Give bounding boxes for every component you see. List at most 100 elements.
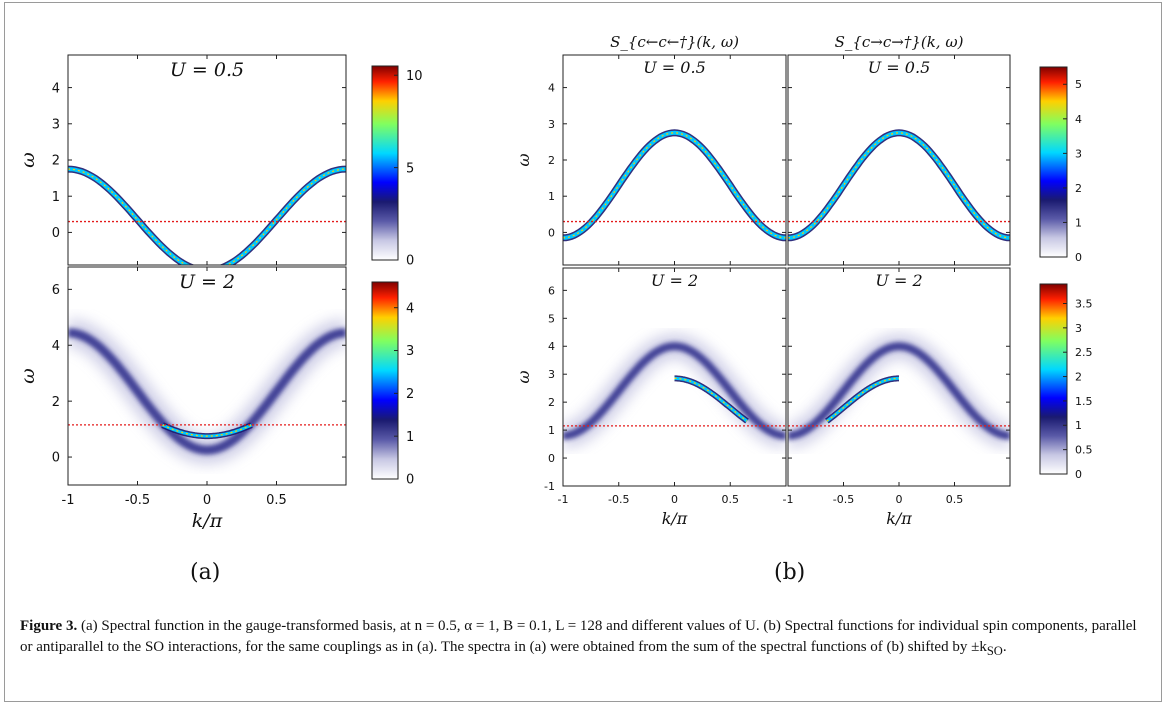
y-tick-label: 0: [52, 226, 60, 241]
colorbar-tick-label: 0: [406, 473, 414, 488]
figure-caption: Figure 3. (a) Spectral function in the g…: [20, 616, 1140, 662]
colorbar-tick-label: 4: [1075, 113, 1082, 126]
plot-background: [68, 55, 346, 265]
spectral-band-peak: [563, 132, 786, 239]
colorbar-tick-label: 3: [406, 344, 414, 359]
y-tick-label: 5: [548, 312, 555, 325]
y-tick-label: 2: [548, 154, 555, 167]
plot-area: [563, 268, 786, 486]
colorbar: 0 1 2 3 4 5: [1039, 66, 1082, 264]
panel-b-bottom-left: -1 0 1 2 3 4 5 6 -1 -0.5 0 0.5 U = 2 ω k/π: [514, 267, 787, 528]
panel-title: U = 0.5: [868, 58, 931, 77]
plot-area: [788, 55, 1010, 265]
colorbar-tick-label: 0: [406, 254, 414, 269]
colorbar-tick-label: 0: [1075, 468, 1082, 481]
colorbar-tick-label: 5: [406, 161, 414, 176]
colorbar-tick-label: 5: [1075, 78, 1082, 91]
x-tick-label: 0.5: [722, 493, 740, 506]
plot-area: [68, 55, 346, 265]
panel-b-top-right: U = 0.5 S_{c→c→†}(k, ω) 0 1 2 3 4 5: [787, 33, 1082, 266]
y-tick-label: 4: [548, 340, 555, 353]
y-tick-label: 1: [548, 190, 555, 203]
colorbar-tick-label: 4: [406, 301, 414, 316]
plot-background: [563, 55, 786, 265]
figure-frame: [4, 2, 1162, 702]
y-tick-label: 6: [548, 284, 555, 297]
caption-text: (a) Spectral function in the gauge-trans…: [20, 618, 1137, 655]
x-tick-label: 0: [896, 493, 903, 506]
plot-area: [68, 267, 346, 485]
x-axis-label: k/π: [662, 509, 688, 528]
y-tick-label: 2: [52, 154, 60, 169]
colorbar: 0 5 10: [371, 65, 423, 269]
x-tick-label: -1: [783, 493, 794, 506]
y-tick-label: 4: [52, 339, 60, 354]
colorbar-tick-label: 3: [1075, 322, 1082, 335]
panel-a-bottom: 0 2 4 6 -1 -0.5 0 0.5 U = 2 ω k/π 0 1 2 3 4: [17, 266, 414, 532]
x-tick-label: -0.5: [125, 493, 150, 508]
spectral-band-peak: [162, 424, 252, 437]
x-tick-label: -1: [558, 493, 569, 506]
colorbar-tick-label: 3: [1075, 147, 1082, 160]
colorbar-tick-label: 0.5: [1075, 444, 1093, 457]
colorbar-gradient: [1039, 66, 1068, 258]
spectral-band-peak: [788, 132, 1010, 239]
y-tick-label: 3: [548, 118, 555, 131]
y-tick-label: 6: [52, 283, 60, 298]
spectral-band-core: [68, 167, 346, 265]
y-tick-label: 3: [52, 117, 60, 132]
spectral-band-peak: [674, 377, 748, 422]
colorbar-tick-label: 1: [406, 430, 414, 445]
colorbar: 0 0.5 1 1.5 2 2.5 3 3.5: [1039, 283, 1093, 481]
x-tick-label: -0.5: [608, 493, 629, 506]
panel-title: U = 2: [179, 271, 235, 293]
y-tick-label: 3: [548, 368, 555, 381]
x-tick-label: -1: [62, 493, 75, 508]
y-tick-label: 4: [548, 82, 555, 95]
colorbar-tick-label: 1: [1075, 419, 1082, 432]
plot-area: [788, 268, 1010, 486]
y-axis-label: ω: [514, 153, 533, 166]
colorbar-tick-label: 2: [406, 387, 414, 402]
panel-title: U = 2: [875, 271, 922, 290]
colorbar-tick-label: 2: [1075, 182, 1082, 195]
colorbar-tick-label: 3.5: [1075, 297, 1093, 310]
colorbar-tick-label: 1: [1075, 216, 1082, 229]
column-title: S_{c←c←†}(k, ω): [610, 33, 739, 51]
spectral-band-peak: [826, 377, 899, 422]
colorbar-tick-label: 0: [1075, 251, 1082, 264]
colorbar: 0 1 2 3 4: [371, 281, 414, 488]
spectral-band: [788, 342, 1010, 440]
x-tick-label: -0.5: [833, 493, 854, 506]
panel-a-label: (a): [190, 560, 221, 585]
x-axis-label: k/π: [886, 509, 912, 528]
x-tick-label: 0: [203, 493, 211, 508]
panel-title: U = 2: [651, 271, 698, 290]
plot-background: [788, 55, 1010, 265]
plot-area: [563, 55, 786, 265]
panel-title: U = 0.5: [643, 58, 706, 77]
caption-sub: SO: [986, 644, 1003, 658]
y-axis-label: ω: [514, 370, 533, 383]
panel-b-bottom-right: -1 -0.5 0 0.5 U = 2 k/π 0 0.5 1 1.5 2 2.5 3 3.5: [783, 267, 1093, 528]
y-tick-label: 0: [52, 451, 60, 466]
x-axis-label: k/π: [192, 510, 223, 532]
colorbar-gradient: [1039, 283, 1068, 475]
caption-lead: Figure 3.: [20, 618, 78, 634]
caption-end: .: [1002, 639, 1007, 655]
colorbar-tick-label: 10: [406, 69, 423, 84]
y-tick-label: 4: [52, 81, 60, 96]
colorbar-tick-label: 1.5: [1075, 395, 1093, 408]
column-title: S_{c→c→†}(k, ω): [835, 33, 964, 51]
spectral-band: [563, 342, 786, 440]
panel-b-top-left: 0 1 2 3 4 U = 0.5 S_{c←c←†}(k, ω) ω: [514, 33, 787, 266]
x-tick-label: 0.5: [946, 493, 964, 506]
y-axis-label: ω: [17, 152, 39, 168]
colorbar-gradient: [371, 65, 399, 261]
y-axis-label: ω: [17, 368, 39, 384]
colorbar-tick-label: 2.5: [1075, 346, 1093, 359]
colorbar-gradient: [371, 281, 399, 480]
x-tick-label: 0: [671, 493, 678, 506]
spectral-band: [68, 328, 346, 455]
